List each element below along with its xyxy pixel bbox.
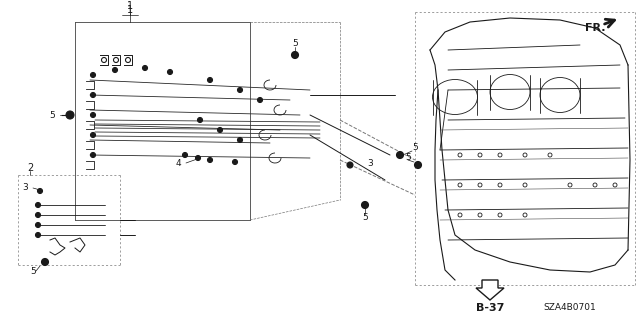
Circle shape bbox=[207, 158, 212, 162]
Text: 2: 2 bbox=[27, 163, 33, 173]
Circle shape bbox=[415, 161, 422, 168]
Text: 5: 5 bbox=[30, 268, 36, 277]
Text: 3: 3 bbox=[22, 183, 28, 192]
Text: 1: 1 bbox=[127, 1, 133, 11]
Circle shape bbox=[90, 132, 95, 137]
Circle shape bbox=[42, 258, 49, 265]
Circle shape bbox=[207, 78, 212, 83]
Circle shape bbox=[168, 70, 173, 75]
Circle shape bbox=[66, 111, 74, 119]
Text: 5: 5 bbox=[412, 144, 418, 152]
Polygon shape bbox=[476, 280, 504, 300]
Circle shape bbox=[397, 152, 403, 159]
Circle shape bbox=[362, 202, 369, 209]
Text: SZA4B0701: SZA4B0701 bbox=[543, 303, 596, 313]
Text: 3: 3 bbox=[367, 159, 373, 167]
Circle shape bbox=[237, 87, 243, 93]
Text: 5: 5 bbox=[292, 40, 298, 48]
Circle shape bbox=[237, 137, 243, 143]
Circle shape bbox=[218, 128, 223, 132]
Text: 1: 1 bbox=[127, 5, 133, 15]
Circle shape bbox=[198, 117, 202, 122]
Circle shape bbox=[232, 160, 237, 165]
Text: 4: 4 bbox=[175, 159, 181, 167]
Circle shape bbox=[90, 152, 95, 158]
Circle shape bbox=[35, 203, 40, 207]
Circle shape bbox=[90, 113, 95, 117]
Text: 5: 5 bbox=[405, 152, 411, 161]
Circle shape bbox=[90, 72, 95, 78]
Circle shape bbox=[347, 162, 353, 168]
Circle shape bbox=[182, 152, 188, 158]
Circle shape bbox=[143, 65, 147, 70]
Circle shape bbox=[90, 93, 95, 98]
Text: 5: 5 bbox=[49, 110, 55, 120]
Circle shape bbox=[35, 222, 40, 227]
Circle shape bbox=[38, 189, 42, 194]
Text: FR.: FR. bbox=[585, 23, 605, 33]
Circle shape bbox=[35, 212, 40, 218]
Circle shape bbox=[35, 233, 40, 238]
Circle shape bbox=[257, 98, 262, 102]
Text: 5: 5 bbox=[362, 212, 368, 221]
Text: B-37: B-37 bbox=[476, 303, 504, 313]
Circle shape bbox=[291, 51, 298, 58]
Circle shape bbox=[195, 155, 200, 160]
Circle shape bbox=[113, 68, 118, 72]
